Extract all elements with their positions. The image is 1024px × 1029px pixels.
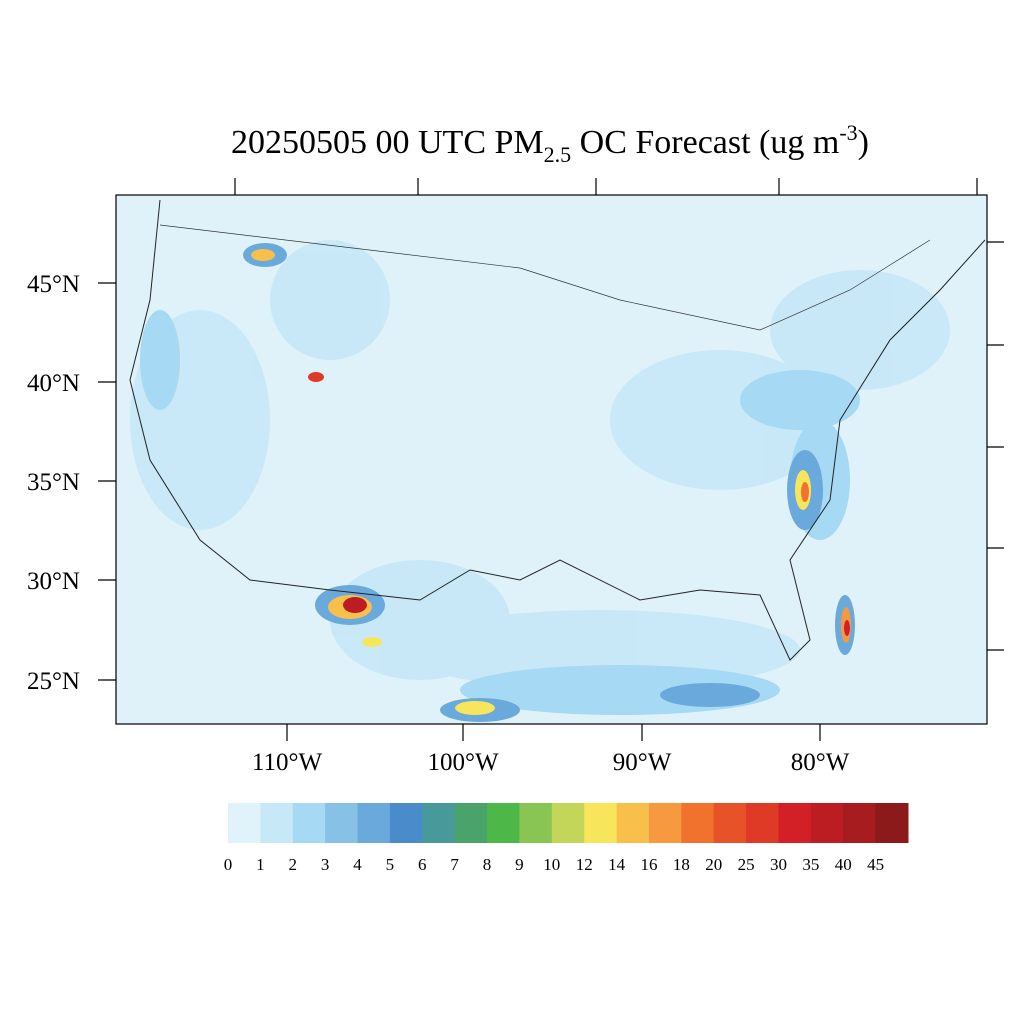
colorbar-label: 40 <box>835 855 852 874</box>
colorbar-label: 4 <box>353 855 362 874</box>
colorbar-swatch <box>584 803 618 843</box>
colorbar-swatch <box>325 803 359 843</box>
colorbar-swatch <box>810 803 844 843</box>
title: 20250505 00 UTC PM2.5 OC Forecast (ug m-… <box>231 120 869 167</box>
colorbar-label: 10 <box>543 855 560 874</box>
border <box>159 224 931 331</box>
lat-label: 35°N <box>27 469 80 496</box>
hotspots <box>251 249 851 715</box>
axis-labels: 45°N 40°N 35°N 30°N 25°N 110°W 100°W 90°W 80°W <box>27 271 850 776</box>
colorbar-label: 3 <box>321 855 330 874</box>
colorbar-label: 18 <box>673 855 690 874</box>
colorbar-swatch <box>648 803 682 843</box>
colorbar-swatch <box>389 803 423 843</box>
colorbar-label: 16 <box>640 855 657 874</box>
colorbar-swatch <box>422 803 456 843</box>
colorbar-label: 30 <box>770 855 787 874</box>
colorbar-swatch <box>778 803 812 843</box>
colorbar-swatch <box>681 803 715 843</box>
lon-label: 80°W <box>791 749 850 776</box>
colorbar-swatch <box>746 803 779 843</box>
colorbar-label: 8 <box>483 855 492 874</box>
map-frame <box>115 194 988 725</box>
lon-label: 90°W <box>613 749 672 776</box>
colorbar-label: 45 <box>867 855 884 874</box>
title-rest: OC Forecast (ug m <box>571 124 839 161</box>
colorbar-swatch <box>487 803 520 843</box>
colorbar-swatch <box>551 803 585 843</box>
lat-label: 45°N <box>27 271 80 298</box>
colorbar-label: 35 <box>802 855 819 874</box>
lat-label: 25°N <box>27 668 80 695</box>
colorbar-label: 20 <box>705 855 722 874</box>
colorbar-swatch <box>454 803 488 843</box>
colorbar-label: 2 <box>289 855 298 874</box>
title-main: 20250505 00 UTC PM <box>231 124 544 161</box>
colorbar-label: 6 <box>418 855 427 874</box>
lat-label: 40°N <box>27 370 80 397</box>
colorbar-swatch <box>519 803 553 843</box>
colorbar-label: 5 <box>386 855 395 874</box>
colorbar-swatch <box>228 803 261 843</box>
colorbar-label: 1 <box>256 855 265 874</box>
lat-label: 30°N <box>27 568 80 595</box>
colorbar-label: 0 <box>224 855 233 874</box>
coastline <box>129 199 986 661</box>
colorbar-swatch <box>843 803 877 843</box>
colorbar: 0 1 2 3 4 5 6 7 8 9 10 12 14 16 18 20 25 30 35 40 45 <box>224 803 909 874</box>
colorbar-label: 7 <box>450 855 459 874</box>
colorbar-swatch <box>713 803 747 843</box>
colorbar-label: 14 <box>608 855 626 874</box>
colorbar-swatch <box>260 803 294 843</box>
title-end: ) <box>858 124 869 161</box>
lon-label: 110°W <box>252 749 323 776</box>
title-sub: 2.5 <box>544 142 572 167</box>
map <box>98 178 1004 741</box>
colorbar-swatch <box>292 803 326 843</box>
colorbar-label: 25 <box>738 855 755 874</box>
colorbar-swatch <box>357 803 391 843</box>
colorbar-label: 9 <box>515 855 524 874</box>
colorbar-label: 12 <box>576 855 593 874</box>
title-sup: -3 <box>839 120 857 145</box>
lon-label: 100°W <box>427 749 498 776</box>
low-fields <box>130 240 950 690</box>
ticks <box>98 178 1004 741</box>
colorbar-swatch <box>875 803 909 843</box>
colorbar-swatch <box>616 803 650 843</box>
